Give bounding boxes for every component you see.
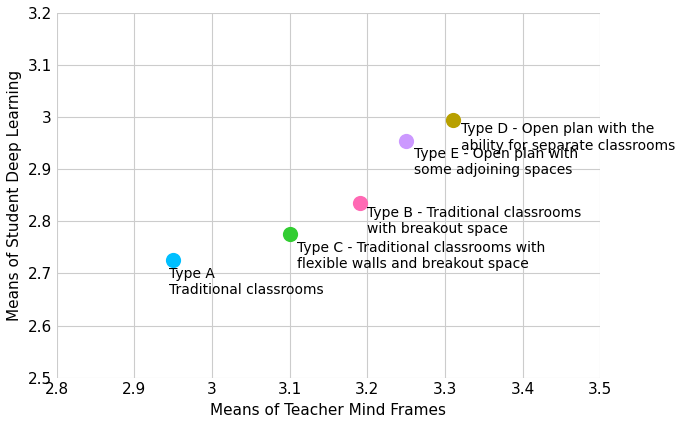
Point bbox=[354, 200, 365, 207]
Text: Type E - Open plan with
some adjoining spaces: Type E - Open plan with some adjoining s… bbox=[414, 147, 578, 177]
Text: Type D - Open plan with the
ability for separate classrooms: Type D - Open plan with the ability for … bbox=[460, 122, 675, 153]
Text: Type C - Traditional classrooms with
flexible walls and breakout space: Type C - Traditional classrooms with fle… bbox=[297, 241, 546, 271]
Text: Type A
Traditional classrooms: Type A Traditional classrooms bbox=[169, 266, 324, 297]
X-axis label: Means of Teacher Mind Frames: Means of Teacher Mind Frames bbox=[210, 403, 447, 418]
Text: Type B - Traditional classrooms
with breakout space: Type B - Traditional classrooms with bre… bbox=[367, 206, 582, 236]
Point bbox=[447, 116, 458, 123]
Y-axis label: Means of Student Deep Learning: Means of Student Deep Learning bbox=[7, 70, 22, 321]
Point bbox=[284, 231, 295, 238]
Point bbox=[168, 257, 179, 264]
Point bbox=[401, 137, 412, 144]
